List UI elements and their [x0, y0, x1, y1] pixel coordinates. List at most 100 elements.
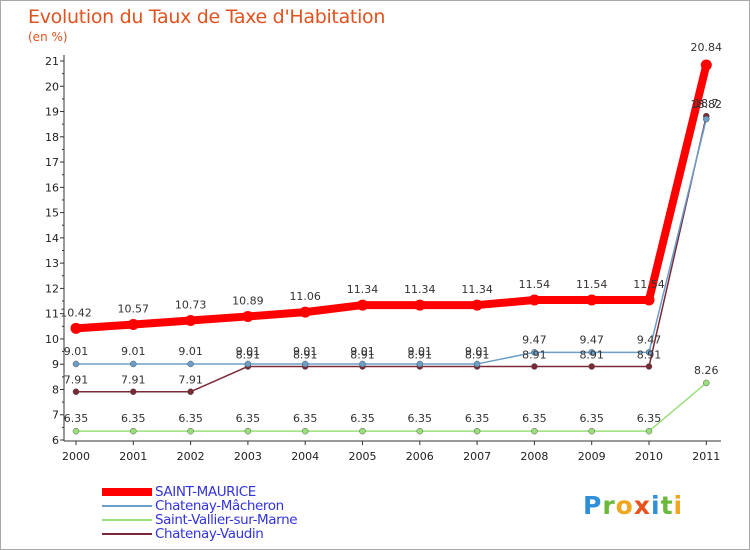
data-label: 6.35: [408, 412, 433, 425]
data-label: 7.91: [64, 374, 89, 387]
data-label: 10.73: [175, 298, 207, 311]
y-tick-label: 15: [45, 207, 59, 220]
data-label: 11.54: [576, 278, 608, 291]
data-point: [359, 360, 366, 368]
data-point: [643, 294, 655, 306]
data-label: 9.47: [522, 333, 547, 346]
y-tick-label: 9: [52, 358, 59, 371]
chart-title: Evolution du Taux de Taxe d'Habitation: [28, 6, 386, 28]
data-label: 8.91: [408, 348, 433, 361]
data-point: [127, 319, 139, 331]
data-label: 10.42: [60, 306, 92, 319]
data-point: [242, 310, 254, 322]
data-label: 11.54: [519, 278, 551, 291]
x-tick-label: 2005: [349, 450, 377, 463]
data-label: 20.84: [691, 41, 723, 54]
data-point: [357, 299, 368, 311]
data-point: [645, 427, 653, 435]
x-tick-label: 2003: [234, 450, 262, 463]
data-label: 8.91: [579, 348, 604, 361]
data-point: [531, 349, 538, 356]
data-label: 8.91: [465, 348, 490, 361]
y-tick-label: 6: [52, 434, 59, 447]
data-point: [72, 388, 80, 395]
data-label: 11.34: [461, 283, 493, 296]
x-tick-label: 2006: [406, 450, 434, 463]
data-point: [244, 427, 252, 435]
series-1: [72, 115, 710, 368]
y-tick-label: 11: [45, 308, 59, 321]
legend-label: Chatenay-Mâcheron: [155, 498, 284, 514]
data-point: [703, 115, 710, 123]
data-label: 9.01: [178, 345, 203, 358]
data-point: [414, 299, 426, 311]
data-label: 6.35: [293, 412, 318, 425]
legend-swatch: [102, 505, 152, 507]
data-label: 6.35: [637, 412, 662, 425]
y-tick-label: 13: [45, 257, 59, 270]
data-point: [244, 360, 252, 368]
data-point: [471, 299, 483, 311]
data-point: [586, 294, 598, 306]
legend-label: SAINT-MAURICE: [155, 484, 256, 500]
series-line: [75, 64, 711, 333]
data-point: [645, 363, 653, 370]
logo-letter: P: [583, 491, 603, 520]
data-point: [588, 349, 595, 356]
data-label: 11.34: [347, 283, 379, 296]
x-tick-label: 2011: [692, 450, 720, 463]
chart-unit-label: (en %): [28, 30, 68, 44]
logo-letter: x: [633, 491, 651, 520]
data-label: 6.35: [579, 412, 604, 425]
y-tick-label: 16: [45, 181, 59, 194]
data-label: 8.91: [236, 348, 261, 361]
x-tick-label: 2000: [62, 450, 90, 463]
data-point: [70, 322, 82, 334]
data-point: [703, 379, 710, 387]
data-label: 9.01: [64, 345, 89, 358]
series-line: [76, 115, 708, 393]
legend-label: Chatenay-Vaudin: [155, 526, 264, 542]
data-label: 9.01: [350, 345, 375, 358]
data-label: 8.91: [637, 348, 662, 361]
proxiti-logo: Proxiti: [583, 491, 683, 520]
data-point: [416, 427, 424, 435]
data-label: 6.35: [178, 412, 203, 425]
y-tick-label: 18: [45, 131, 59, 144]
data-label: 18.7: [694, 97, 719, 110]
legend-swatch: [102, 519, 152, 521]
data-label: 11.54: [633, 278, 665, 291]
data-point: [531, 363, 538, 370]
data-point: [72, 360, 80, 368]
data-label: 9.01: [408, 345, 433, 358]
data-point: [187, 427, 194, 435]
data-label: 10.89: [232, 294, 264, 307]
data-label: 10.57: [118, 303, 150, 316]
x-tick-label: 2008: [520, 450, 548, 463]
data-point: [187, 388, 194, 395]
data-label: 6.35: [236, 412, 261, 425]
data-label: 18.82: [691, 98, 723, 111]
y-tick-label: 21: [45, 55, 59, 68]
x-tick-label: 2009: [578, 450, 606, 463]
data-label: 8.26: [694, 364, 719, 377]
y-tick-label: 14: [45, 232, 59, 245]
data-point: [473, 427, 481, 435]
x-tick-label: 2007: [463, 450, 491, 463]
data-point: [187, 360, 194, 368]
data-point: [130, 427, 137, 435]
data-point: [130, 360, 137, 368]
data-label: 6.35: [121, 412, 146, 425]
data-label: 11.34: [404, 283, 436, 296]
data-point: [185, 314, 197, 326]
data-label: 7.91: [121, 374, 146, 387]
data-label: 8.91: [350, 348, 375, 361]
y-tick-label: 10: [45, 333, 59, 346]
data-point: [700, 59, 712, 71]
x-tick-label: 2001: [119, 450, 147, 463]
data-label: 7.91: [178, 374, 203, 387]
data-label: 8.91: [293, 348, 318, 361]
logo-letter: o: [615, 491, 634, 520]
legend-swatch: [102, 488, 152, 496]
